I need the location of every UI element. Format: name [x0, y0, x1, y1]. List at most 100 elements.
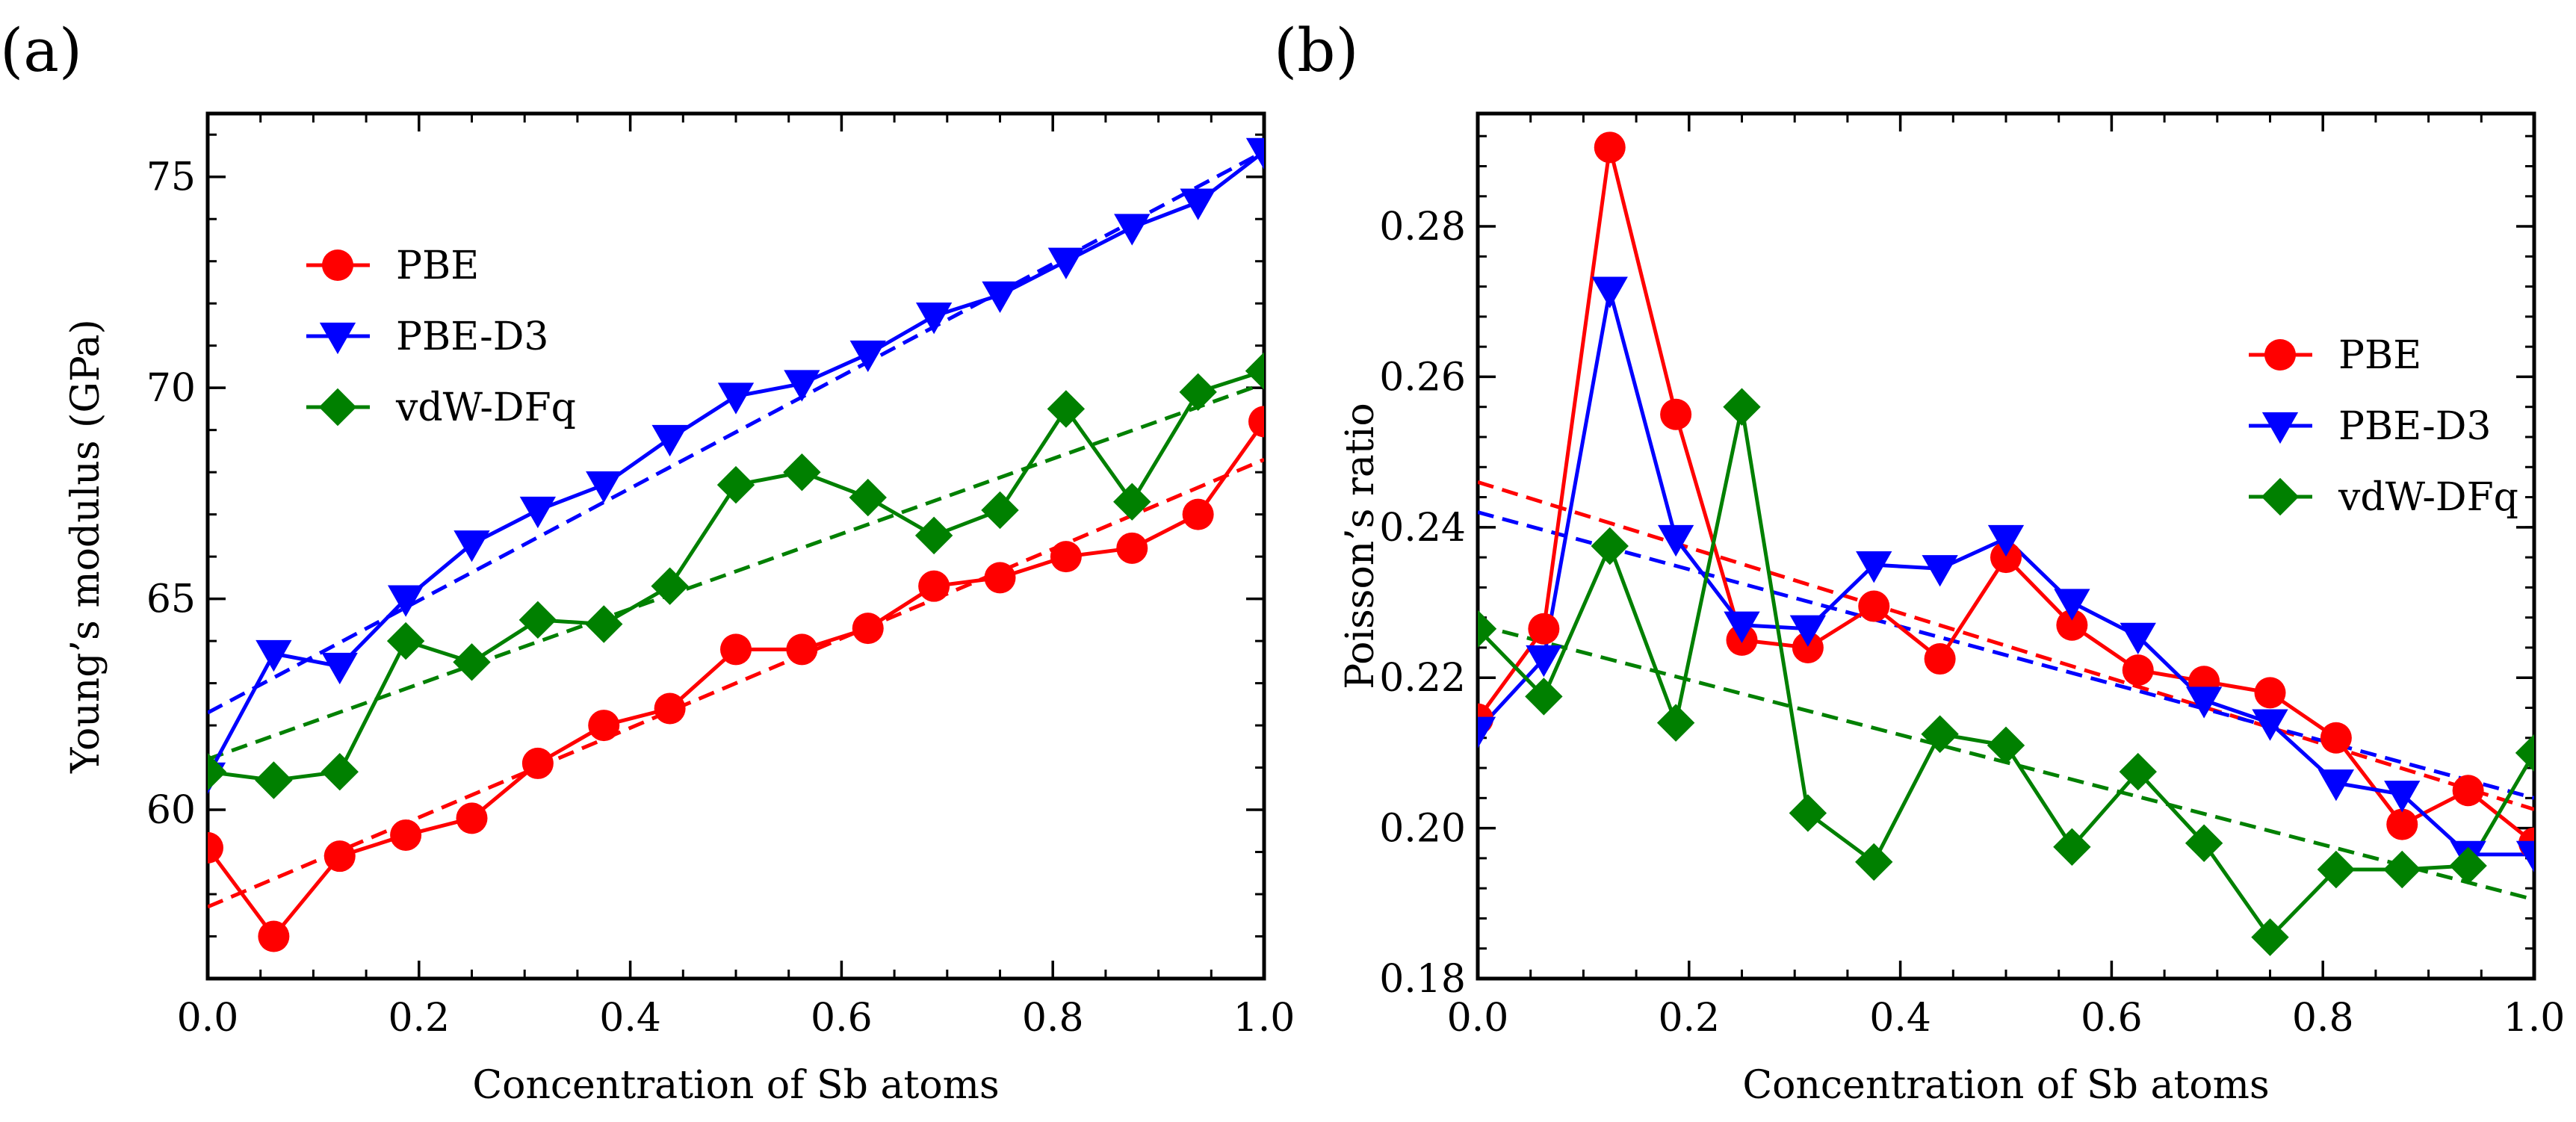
legend-label-pbe-d3-b: PBE-D3 — [2338, 404, 2491, 449]
data-point-vdw-dfq-b — [1656, 704, 1695, 742]
data-point-vdw-dfq-a — [849, 478, 887, 517]
data-point-vdw-dfq-a — [453, 643, 491, 681]
legend-marker-pbe-d3-a — [319, 322, 356, 355]
legend-a: PBE PBE-D3 vdW-DFq — [306, 244, 576, 430]
data-point-pbe-b — [1924, 643, 1956, 675]
data-point-pbe-d3-b — [2054, 589, 2090, 621]
data-point-vdw-dfq-b — [1921, 715, 1959, 753]
y-axis-label-a: Young’s modulus (GPa) — [64, 319, 108, 774]
data-point-pbe-d3-a — [849, 340, 886, 373]
data-point-vdw-dfq-a — [1179, 373, 1217, 412]
data-point-pbe-d3-a — [586, 471, 622, 503]
data-point-pbe-d3-a — [915, 303, 953, 335]
data-point-pbe-b — [2056, 609, 2088, 641]
data-point-pbe-d3-a — [256, 639, 292, 672]
data-point-vdw-dfq-b — [2251, 918, 2289, 956]
data-point-pbe-d3-a — [651, 424, 688, 457]
data-point-vdw-dfq-a — [1047, 390, 1086, 428]
data-point-pbe-a — [984, 562, 1016, 594]
data-point-pbe-b — [1594, 131, 1626, 164]
legend-label-vdw-dfq-a: vdW-DFq — [395, 385, 576, 430]
panel-label-b: (b) — [1274, 16, 1359, 85]
data-point-pbe-b — [2452, 775, 2484, 807]
data-point-vdw-dfq-b — [2383, 850, 2421, 889]
x-axis-label-b: Concentration of Sb atoms — [1742, 1063, 2269, 1108]
data-point-vdw-dfq-b — [1789, 794, 1827, 832]
x-tick-label-a: 0.0 — [177, 996, 239, 1041]
x-tick-label-a: 0.8 — [1022, 996, 1084, 1041]
legend-marker-pbe-b — [2264, 339, 2296, 371]
data-point-vdw-dfq-b — [2449, 846, 2487, 885]
data-point-pbe-a — [208, 831, 223, 864]
data-point-pbe-d3-b — [2252, 709, 2288, 741]
data-point-pbe-d3-a — [453, 530, 490, 562]
fit-line-vdw-dfq-a — [208, 382, 1264, 761]
data-point-vdw-dfq-b — [1478, 610, 1497, 648]
data-point-pbe-b — [1792, 631, 1824, 663]
data-point-vdw-dfq-a — [651, 567, 689, 605]
data-point-pbe-a — [521, 747, 554, 779]
data-point-vdw-dfq-b — [1987, 726, 2025, 765]
data-point-vdw-dfq-a — [518, 601, 557, 639]
data-point-pbe-a — [588, 710, 620, 742]
panel-label-a: (a) — [0, 16, 82, 85]
data-point-vdw-dfq-a — [208, 753, 227, 791]
data-point-pbe-d3-b — [1789, 615, 1827, 647]
data-point-pbe-a — [654, 692, 686, 725]
data-point-pbe-a — [720, 633, 752, 666]
data-point-pbe-a — [1248, 406, 1264, 438]
legend-label-vdw-dfq-b: vdW-DFq — [2338, 475, 2518, 520]
data-point-pbe-d3-a — [387, 585, 424, 617]
x-tick-label-a: 0.2 — [388, 996, 450, 1041]
panel-poisson-ratio: (b) 0.0 0.2 0.4 0.6 0.8 1.0 0.18 0.20 0.22 0.24 0.… — [1274, 16, 2565, 1108]
data-point-pbe-d3-a — [717, 382, 755, 415]
data-point-pbe-d3-b — [2185, 686, 2223, 719]
y-tick-label-a: 65 — [146, 577, 196, 622]
x-tick-label-b: 0.4 — [1869, 996, 1931, 1041]
data-point-pbe-a — [786, 633, 818, 666]
y-tick-label-b: 0.20 — [1379, 807, 1466, 852]
data-point-pbe-a — [258, 920, 290, 952]
data-point-pbe-a — [1050, 541, 1082, 573]
data-point-pbe-d3-a — [1114, 214, 1151, 246]
x-tick-label-b: 1.0 — [2504, 996, 2566, 1041]
x-tick-label-b: 0.0 — [1447, 996, 1509, 1041]
x-tick-label-b: 0.6 — [2081, 996, 2143, 1041]
data-point-vdw-dfq-b — [2053, 828, 2091, 866]
data-point-pbe-b — [2386, 808, 2418, 840]
data-point-vdw-dfq-b — [2515, 734, 2534, 772]
data-point-pbe-d3-b — [2318, 769, 2355, 802]
data-point-vdw-dfq-a — [1113, 483, 1151, 521]
legend-label-pbe-b: PBE — [2338, 333, 2421, 378]
fit-line-pbe-d3-b — [1478, 510, 2534, 800]
data-point-pbe-a — [1116, 532, 1148, 564]
y-tick-label-b: 0.28 — [1379, 205, 1466, 249]
legend-label-pbe-d3-a: PBE-D3 — [396, 314, 548, 359]
x-axis-label-a: Concentration of Sb atoms — [472, 1063, 999, 1108]
data-point-pbe-b — [2122, 654, 2154, 686]
x-tick-label-b: 0.8 — [2292, 996, 2354, 1041]
data-point-pbe-a — [852, 613, 884, 645]
data-point-pbe-b — [2320, 722, 2352, 754]
data-point-pbe-d3-b — [1856, 551, 1892, 583]
data-point-pbe-d3-b — [1922, 555, 1958, 587]
data-point-vdw-dfq-a — [981, 491, 1019, 530]
fit-line-pbe-b — [1478, 480, 2534, 811]
data-point-vdw-dfq-a — [585, 605, 623, 643]
data-point-pbe-d3-b — [1987, 524, 2025, 557]
data-point-pbe-d3-a — [519, 496, 557, 529]
fit-line-pbe-a — [208, 457, 1264, 909]
data-point-vdw-dfq-b — [1723, 388, 1761, 426]
data-point-pbe-a — [1182, 498, 1214, 530]
panel-young-modulus: (a) 0.0 0.2 0.4 0.6 0.8 1.0 60 65 70 75 Concentra… — [0, 16, 1295, 1108]
data-point-pbe-b — [1858, 590, 1890, 622]
y-axis-label-b: Poisson’s ratio — [1338, 403, 1383, 689]
data-point-pbe-d3-a — [1180, 188, 1216, 220]
data-point-pbe-d3-b — [1526, 645, 1562, 678]
data-point-pbe-a — [456, 802, 488, 834]
fit-line-pbe-d3-a — [208, 149, 1264, 715]
y-tick-label-a: 75 — [146, 155, 196, 200]
data-point-vdw-dfq-a — [1245, 352, 1264, 390]
data-point-pbe-d3-b — [1478, 716, 1496, 748]
data-point-pbe-d3-b — [2120, 622, 2156, 654]
